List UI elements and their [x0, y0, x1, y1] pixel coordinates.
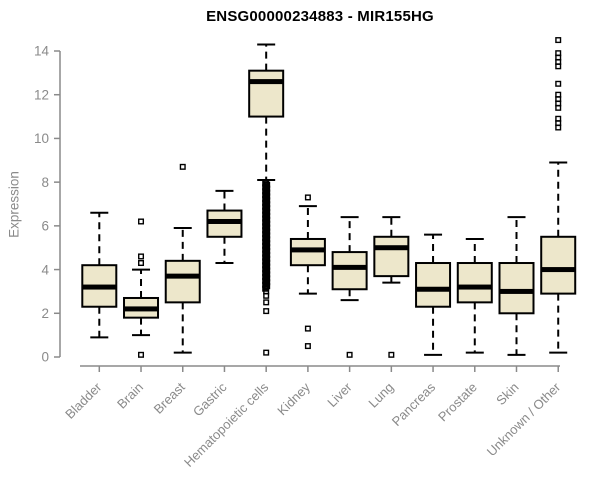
- outlier-point: [388, 351, 395, 358]
- median-line: [82, 284, 117, 290]
- y-tick-label: 4: [41, 262, 49, 277]
- x-category-label: Breast: [151, 379, 188, 416]
- y-tick-label: 12: [34, 87, 49, 102]
- outlier-point: [179, 163, 186, 170]
- x-category-label: Unknown / Other: [484, 379, 564, 459]
- y-tick-label: 8: [41, 175, 49, 190]
- median-line: [290, 247, 325, 253]
- median-line: [374, 245, 409, 251]
- outlier-point: [555, 104, 562, 111]
- outlier-point: [263, 349, 270, 356]
- median-line: [499, 288, 534, 294]
- x-category-label: Pancreas: [389, 379, 439, 429]
- outlier-point: [138, 351, 145, 358]
- outlier-point: [304, 343, 311, 350]
- x-category-label: Kidney: [274, 379, 313, 418]
- y-tick-label: 2: [41, 306, 49, 321]
- outlier-point: [555, 37, 562, 44]
- x-category-label: Skin: [493, 380, 521, 408]
- x-category-label: Lung: [365, 380, 396, 411]
- box-prostate: [456, 262, 493, 304]
- box-liver: [331, 251, 368, 291]
- box-pancreas: [415, 262, 452, 308]
- median-line: [165, 273, 200, 279]
- box-skin: [498, 262, 535, 315]
- x-category-label: Gastric: [190, 379, 230, 419]
- x-category-label: Brain: [114, 380, 146, 412]
- box-lung: [373, 235, 410, 278]
- y-tick-label: 14: [34, 44, 50, 59]
- x-category-label: Prostate: [435, 380, 480, 425]
- median-line: [416, 286, 451, 292]
- outlier-point: [304, 194, 311, 201]
- outlier-point: [555, 63, 562, 70]
- box-hematopoietic-cells: [248, 69, 285, 118]
- chart-title: ENSG00000234883 - MIR155HG: [206, 8, 434, 25]
- outlier-point: [263, 299, 270, 306]
- box-breast: [164, 259, 201, 304]
- median-line: [457, 284, 492, 290]
- outlier-point: [555, 124, 562, 131]
- median-line: [207, 218, 242, 224]
- median-line: [124, 306, 159, 312]
- outlier-point: [263, 292, 270, 299]
- y-tick-label: 0: [41, 350, 49, 365]
- y-tick-label: 6: [41, 219, 49, 234]
- y-tick-label: 10: [34, 131, 49, 146]
- x-category-label: Liver: [324, 379, 355, 410]
- median-line: [541, 267, 576, 273]
- outlier-point: [138, 218, 145, 225]
- median-line: [249, 79, 284, 85]
- box-unknown-other: [540, 235, 577, 295]
- outlier-point: [138, 253, 145, 260]
- outlier-point: [138, 260, 145, 267]
- outlier-point: [263, 308, 270, 315]
- median-line: [332, 264, 367, 270]
- outlier-point: [304, 325, 311, 332]
- x-category-label: Bladder: [62, 379, 105, 422]
- outlier-point: [555, 80, 562, 87]
- outlier-point: [346, 351, 353, 358]
